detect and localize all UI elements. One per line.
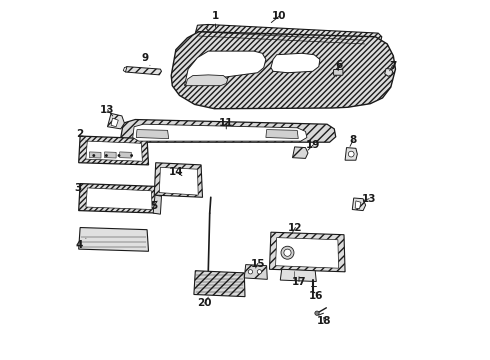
Circle shape — [105, 154, 108, 157]
Text: 8: 8 — [349, 135, 357, 147]
Polygon shape — [79, 136, 148, 165]
Text: 14: 14 — [169, 167, 184, 177]
Polygon shape — [275, 238, 339, 268]
Text: 20: 20 — [197, 297, 212, 308]
FancyBboxPatch shape — [334, 69, 343, 75]
Circle shape — [257, 270, 262, 274]
Circle shape — [118, 154, 121, 157]
Polygon shape — [245, 265, 268, 279]
Polygon shape — [120, 152, 131, 158]
Text: 3: 3 — [74, 183, 85, 194]
Polygon shape — [79, 228, 148, 251]
Polygon shape — [111, 118, 118, 127]
Circle shape — [248, 270, 252, 274]
Polygon shape — [86, 188, 152, 210]
Text: 1: 1 — [212, 11, 219, 27]
Polygon shape — [154, 163, 202, 197]
Text: 6: 6 — [336, 60, 343, 71]
Polygon shape — [208, 26, 220, 32]
Circle shape — [284, 249, 291, 256]
Polygon shape — [266, 130, 298, 139]
Text: 18: 18 — [317, 316, 331, 326]
Polygon shape — [355, 201, 361, 209]
Circle shape — [315, 311, 319, 315]
Text: 13: 13 — [362, 194, 376, 204]
Text: 9: 9 — [141, 53, 150, 66]
Polygon shape — [104, 152, 116, 158]
Text: 2: 2 — [76, 129, 86, 141]
Polygon shape — [352, 198, 366, 211]
Text: 7: 7 — [389, 60, 396, 71]
Polygon shape — [153, 195, 162, 214]
Polygon shape — [185, 51, 266, 86]
Circle shape — [281, 246, 294, 259]
Polygon shape — [270, 232, 345, 272]
Polygon shape — [271, 53, 320, 73]
Text: 11: 11 — [219, 118, 234, 129]
Polygon shape — [90, 152, 101, 158]
Polygon shape — [125, 67, 162, 75]
Text: 17: 17 — [292, 276, 306, 287]
Text: 15: 15 — [250, 258, 265, 269]
Text: 10: 10 — [271, 11, 287, 23]
Polygon shape — [345, 148, 357, 160]
Polygon shape — [171, 32, 395, 109]
Polygon shape — [280, 269, 316, 282]
Polygon shape — [133, 124, 307, 141]
Polygon shape — [79, 184, 159, 213]
Polygon shape — [186, 75, 228, 86]
Circle shape — [348, 151, 354, 157]
Polygon shape — [194, 271, 245, 297]
Text: 12: 12 — [288, 222, 303, 234]
Polygon shape — [107, 113, 124, 129]
Polygon shape — [159, 167, 198, 195]
Polygon shape — [136, 130, 169, 139]
Polygon shape — [86, 141, 143, 161]
Polygon shape — [196, 24, 382, 44]
Polygon shape — [293, 147, 308, 158]
Text: 16: 16 — [309, 291, 323, 301]
Text: 5: 5 — [150, 201, 158, 211]
Circle shape — [92, 154, 95, 157]
Polygon shape — [385, 68, 392, 76]
Text: 19: 19 — [306, 140, 320, 150]
Polygon shape — [121, 120, 336, 142]
Text: 4: 4 — [76, 238, 86, 250]
Circle shape — [130, 154, 133, 157]
Text: 13: 13 — [100, 105, 115, 116]
